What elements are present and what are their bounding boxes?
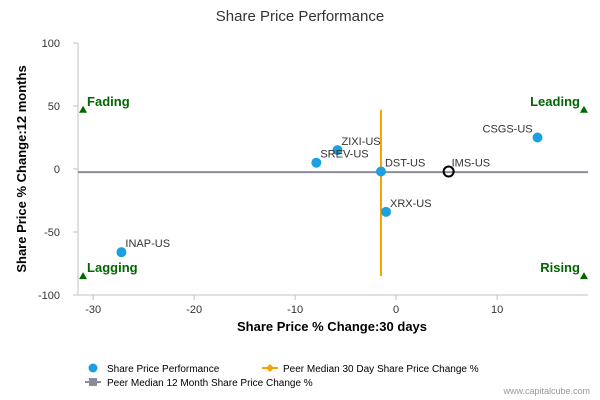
y-tick-label: 0 bbox=[54, 164, 60, 176]
quadrant-marker-icon bbox=[579, 105, 588, 113]
x-axis-label: Share Price % Change:30 days bbox=[237, 319, 427, 334]
median-lines bbox=[78, 109, 588, 277]
y-tick-label: 100 bbox=[42, 38, 60, 50]
chart-title: Share Price Performance bbox=[216, 8, 384, 25]
data-point bbox=[311, 157, 322, 168]
y-tick-label: 50 bbox=[48, 101, 60, 113]
quadrant-marker-icon bbox=[79, 272, 88, 280]
quadrant-label: Lagging bbox=[87, 260, 138, 275]
data-point bbox=[116, 247, 127, 258]
data-point bbox=[375, 166, 386, 177]
x-tick-label: 10 bbox=[491, 304, 503, 316]
point-label: INAP-US bbox=[125, 238, 170, 250]
quadrant-labels: Fading Leading Lagging Rising bbox=[79, 94, 588, 280]
legend-symbol-diamond-icon bbox=[266, 364, 274, 372]
legend-item-label: Share Price Performance bbox=[107, 364, 220, 375]
watermark: www.capitalcube.com bbox=[502, 386, 590, 396]
data-point bbox=[532, 132, 543, 143]
data-point bbox=[332, 145, 343, 156]
quadrant-marker-icon bbox=[79, 105, 88, 113]
quadrant-label: Fading bbox=[87, 94, 130, 109]
point-label: CSGS-US bbox=[483, 124, 533, 136]
legend-item-label: Peer Median 30 Day Share Price Change % bbox=[283, 364, 479, 375]
x-tick-label: 0 bbox=[393, 304, 399, 316]
point-label: DST-US bbox=[385, 158, 425, 170]
quadrant-label: Leading bbox=[530, 94, 580, 109]
highlighted-point bbox=[442, 165, 455, 178]
quadrant-label: Rising bbox=[540, 260, 580, 275]
quadrant-marker-icon bbox=[579, 272, 588, 280]
point-label: ZIXI-US bbox=[342, 136, 381, 148]
legend-item-label: Peer Median 12 Month Share Price Change … bbox=[107, 378, 313, 389]
x-tick-label: -30 bbox=[85, 304, 101, 316]
x-tick-label: -10 bbox=[287, 304, 303, 316]
point-label: SREV-US bbox=[320, 149, 368, 161]
legend-symbol-square-icon bbox=[89, 378, 97, 386]
x-tick-label: -20 bbox=[186, 304, 202, 316]
y-tick-label: -50 bbox=[44, 227, 60, 239]
legend-symbol-points bbox=[88, 363, 98, 373]
data-point bbox=[381, 206, 392, 217]
legend: Share Price Performance Peer Median 30 Da… bbox=[85, 363, 479, 389]
y-axis-label: Share Price % Change:12 months bbox=[14, 65, 29, 272]
highlighted-point-label: IMS-US bbox=[452, 158, 491, 170]
point-label: XRX-US bbox=[390, 198, 432, 210]
y-tick-label: -100 bbox=[38, 290, 60, 302]
